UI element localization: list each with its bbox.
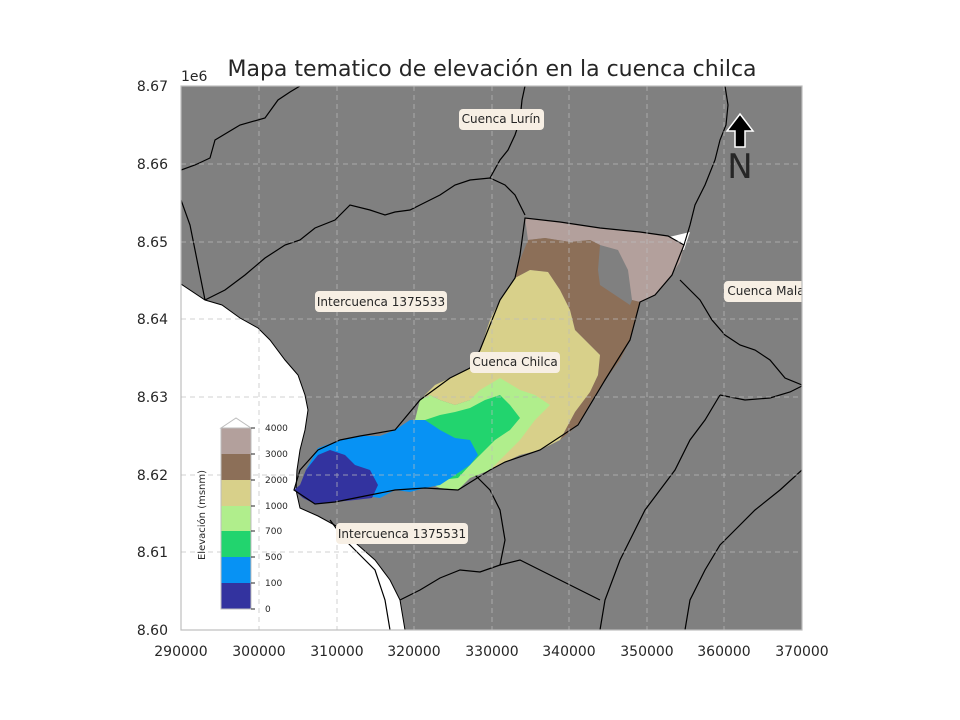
label-interc-531-text: Intercuenca 1375531 [338,527,466,541]
elevation-colorbar: 4000 3000 2000 1000 700 500 100 0 Elevac… [196,417,288,615]
y-tick-label: 8.64 [137,312,168,328]
cb-label-100: 100 [265,579,282,589]
axes-frame [180,85,803,631]
cb-label-1000: 1000 [265,502,288,512]
label-intercuenca-1375533: Intercuenca 1375533 [315,291,447,312]
x-tick-label: 300000 [232,644,285,660]
cb-swatch-1000-2000 [221,480,251,506]
cb-swatch-100-500 [221,557,251,583]
map-title: Mapa tematico de elevación en la cuenca … [227,57,756,82]
cb-swatch-3000-4000 [221,428,251,454]
north-arrow: N [725,112,755,187]
cb-label-700: 700 [265,527,282,537]
label-lurin-text: Cuenca Lurín [462,112,541,126]
map-area: Cuenca Lurín Intercuenca 1375533 Cuenca … [181,86,804,630]
y-tick-label: 8.61 [137,545,168,561]
zone-0-100 [294,450,378,504]
cb-swatch-0-100 [221,583,251,609]
colorbar-title: Elevación (msnm) [196,470,208,560]
x-tick-label: 290000 [154,644,207,660]
label-interc-533-text: Intercuenca 1375533 [317,295,445,309]
y-offset-label: 1e6 [181,69,208,85]
zone-2000-3000 [515,238,640,440]
y-tick-label: 8.60 [137,623,168,639]
x-tick-label: 350000 [620,644,673,660]
x-tick-label: 320000 [387,644,440,660]
cb-label-500: 500 [265,553,282,563]
y-tick-label: 8.65 [137,235,168,251]
cb-label-4000: 4000 [265,424,288,434]
zone-3000-4000 [525,218,684,302]
x-tick-label: 330000 [465,644,518,660]
basin-boundaries [181,86,802,630]
label-cuenca-chilca: Cuenca Chilca [470,352,560,373]
cb-label-3000: 3000 [265,450,288,460]
label-intercuenca-1375531: Intercuenca 1375531 [336,523,468,544]
y-tick-label: 8.62 [137,468,168,484]
label-cuenca-mala: Cuenca Mala [724,281,804,302]
x-tick-label: 370000 [775,644,828,660]
label-mala-text: Cuenca Mala [727,284,804,298]
y-tick-label: 8.67 [137,79,168,95]
north-arrow-icon [725,112,755,148]
y-tick-label: 8.63 [137,390,168,406]
x-tick-label: 360000 [697,644,750,660]
cb-swatch-2000-3000 [221,454,251,480]
x-axis-ticks: 290000 300000 310000 320000 330000 34000… [154,644,828,660]
x-tick-label: 340000 [542,644,595,660]
y-tick-label: 8.66 [137,157,168,173]
label-cuenca-lurin: Cuenca Lurín [459,109,544,130]
cb-label-2000: 2000 [265,476,288,486]
north-letter: N [727,147,752,187]
y-axis-ticks: 8.67 8.66 8.65 8.64 8.63 8.62 8.61 8.60 [137,79,168,639]
cb-swatch-700-1000 [221,506,251,531]
chilca-outline [293,217,685,505]
cb-label-0: 0 [265,605,271,615]
cb-swatch-500-700 [221,531,251,557]
chilca-elevation-zones [293,217,685,505]
colorbar-frame [220,427,252,610]
x-tick-label: 310000 [310,644,363,660]
label-chilca-text: Cuenca Chilca [472,355,557,369]
